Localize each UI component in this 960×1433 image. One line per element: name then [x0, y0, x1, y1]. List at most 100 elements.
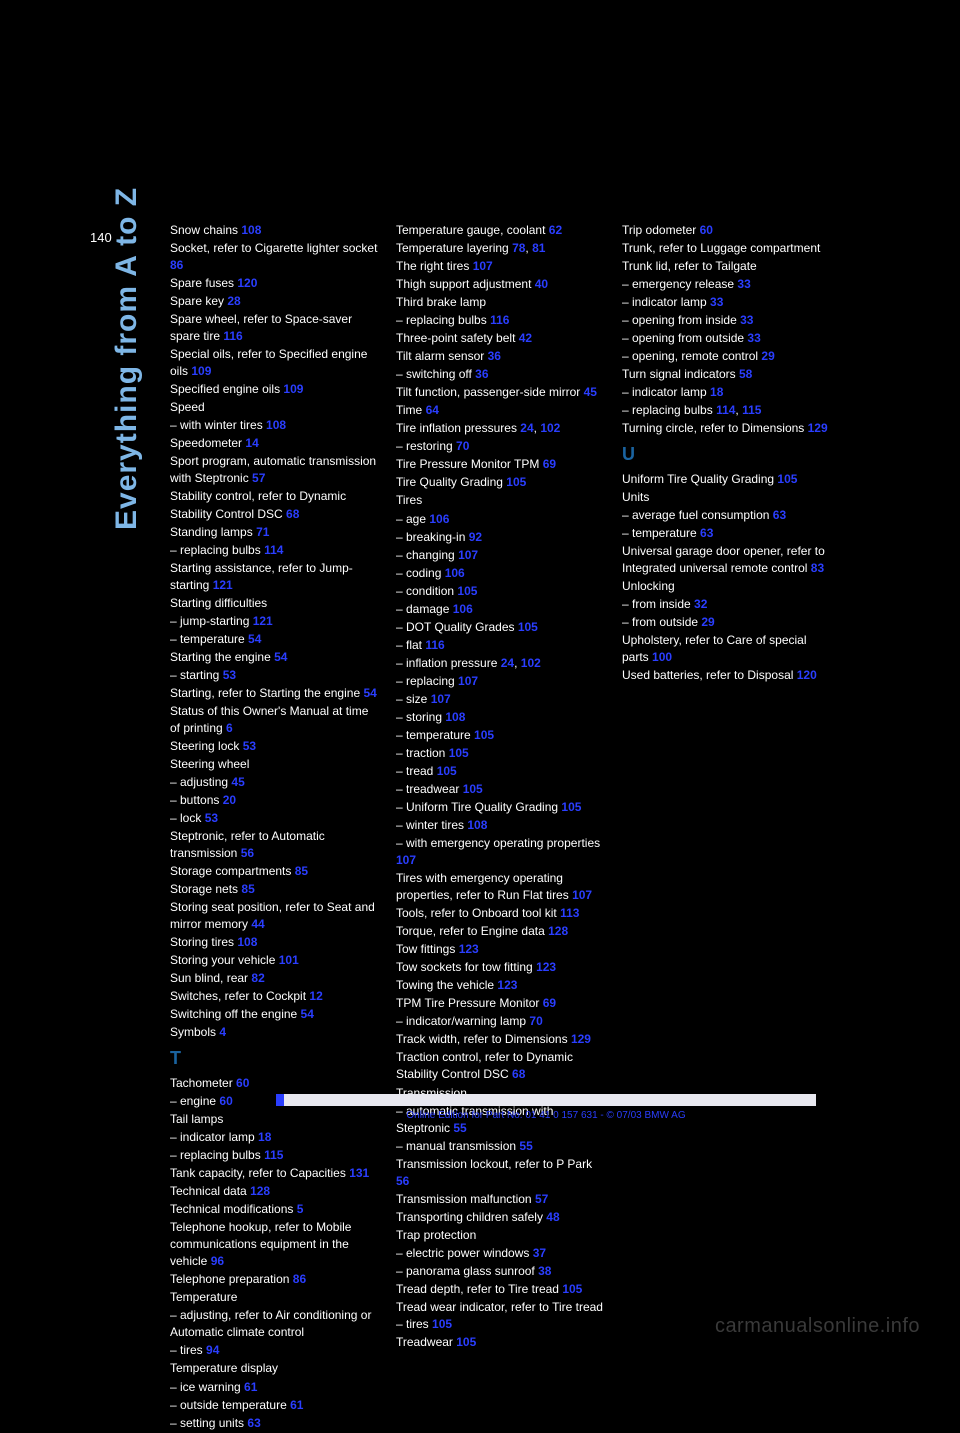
- page-ref-link[interactable]: 108: [467, 818, 487, 832]
- page-ref-link[interactable]: 113: [560, 906, 579, 920]
- page-ref-link[interactable]: 105: [518, 620, 538, 634]
- page-ref-link[interactable]: 54: [301, 1007, 314, 1021]
- page-ref-link[interactable]: 18: [710, 385, 723, 399]
- page-ref-link[interactable]: 106: [429, 512, 449, 526]
- page-ref-link[interactable]: 115: [742, 403, 761, 417]
- page-ref-link[interactable]: 36: [475, 367, 488, 381]
- page-ref-link[interactable]: 123: [459, 942, 479, 956]
- page-ref-link[interactable]: 105: [506, 475, 526, 489]
- page-ref-link[interactable]: 4: [219, 1025, 226, 1039]
- page-ref-link[interactable]: 129: [571, 1032, 591, 1046]
- page-ref-link[interactable]: 54: [248, 632, 261, 646]
- page-ref-link[interactable]: 69: [543, 996, 556, 1010]
- page-ref-link[interactable]: 107: [431, 692, 451, 706]
- page-ref-link[interactable]: 36: [488, 349, 501, 363]
- page-ref-link[interactable]: 29: [701, 615, 714, 629]
- page-ref-link[interactable]: 68: [512, 1067, 525, 1081]
- page-ref-link[interactable]: 71: [256, 525, 269, 539]
- page-ref-link[interactable]: 107: [458, 674, 478, 688]
- page-ref-link[interactable]: 44: [251, 917, 264, 931]
- page-ref-link[interactable]: 60: [219, 1094, 232, 1108]
- page-ref-link[interactable]: 108: [237, 935, 257, 949]
- page-ref-link[interactable]: 54: [363, 686, 376, 700]
- page-ref-link[interactable]: 86: [293, 1272, 306, 1286]
- page-ref-link[interactable]: 60: [236, 1076, 249, 1090]
- page-ref-link[interactable]: 105: [561, 800, 581, 814]
- page-ref-link[interactable]: 70: [529, 1014, 542, 1028]
- page-ref-link[interactable]: 53: [243, 739, 256, 753]
- page-ref-link[interactable]: 56: [241, 846, 254, 860]
- page-ref-link[interactable]: 55: [453, 1121, 466, 1135]
- page-ref-link[interactable]: 102: [540, 421, 560, 435]
- page-ref-link[interactable]: 55: [519, 1139, 532, 1153]
- page-ref-link[interactable]: 120: [237, 276, 257, 290]
- page-ref-link[interactable]: 32: [694, 597, 707, 611]
- page-ref-link[interactable]: 68: [286, 507, 299, 521]
- page-ref-link[interactable]: 128: [548, 924, 568, 938]
- page-ref-link[interactable]: 85: [241, 882, 254, 896]
- page-ref-link[interactable]: 33: [740, 313, 753, 327]
- page-ref-link[interactable]: 33: [710, 295, 723, 309]
- page-ref-link[interactable]: 61: [290, 1398, 303, 1412]
- page-ref-link[interactable]: 24: [520, 421, 533, 435]
- page-ref-link[interactable]: 116: [490, 313, 509, 327]
- page-ref-link[interactable]: 108: [266, 418, 286, 432]
- page-ref-link[interactable]: 105: [457, 584, 477, 598]
- page-ref-link[interactable]: 109: [283, 382, 303, 396]
- page-ref-link[interactable]: 123: [536, 960, 556, 974]
- page-ref-link[interactable]: 114: [716, 403, 735, 417]
- page-ref-link[interactable]: 60: [700, 223, 713, 237]
- page-ref-link[interactable]: 20: [223, 793, 236, 807]
- page-ref-link[interactable]: 83: [811, 561, 824, 575]
- page-ref-link[interactable]: 37: [533, 1246, 546, 1260]
- page-ref-link[interactable]: 131: [349, 1166, 369, 1180]
- page-ref-link[interactable]: 53: [205, 811, 218, 825]
- page-ref-link[interactable]: 116: [223, 329, 242, 343]
- page-ref-link[interactable]: 106: [453, 602, 473, 616]
- page-ref-link[interactable]: 53: [223, 668, 236, 682]
- page-ref-link[interactable]: 45: [231, 775, 244, 789]
- page-ref-link[interactable]: 105: [437, 764, 457, 778]
- page-ref-link[interactable]: 105: [474, 728, 494, 742]
- page-ref-link[interactable]: 102: [521, 656, 541, 670]
- page-ref-link[interactable]: 100: [652, 650, 672, 664]
- page-ref-link[interactable]: 106: [445, 566, 465, 580]
- page-ref-link[interactable]: 40: [535, 277, 548, 291]
- page-ref-link[interactable]: 57: [252, 471, 265, 485]
- page-ref-link[interactable]: 96: [211, 1254, 224, 1268]
- page-ref-link[interactable]: 63: [700, 526, 713, 540]
- page-ref-link[interactable]: 121: [253, 614, 273, 628]
- page-ref-link[interactable]: 29: [761, 349, 774, 363]
- page-ref-link[interactable]: 28: [227, 294, 240, 308]
- page-ref-link[interactable]: 45: [584, 385, 597, 399]
- page-ref-link[interactable]: 33: [737, 277, 750, 291]
- page-ref-link[interactable]: 94: [206, 1343, 219, 1357]
- page-ref-link[interactable]: 116: [425, 638, 444, 652]
- page-ref-link[interactable]: 109: [191, 364, 211, 378]
- page-ref-link[interactable]: 105: [777, 472, 797, 486]
- page-ref-link[interactable]: 107: [458, 548, 478, 562]
- page-ref-link[interactable]: 105: [463, 782, 483, 796]
- page-ref-link[interactable]: 58: [739, 367, 752, 381]
- page-ref-link[interactable]: 33: [747, 331, 760, 345]
- page-ref-link[interactable]: 82: [251, 971, 264, 985]
- page-ref-link[interactable]: 123: [497, 978, 517, 992]
- page-ref-link[interactable]: 18: [258, 1130, 271, 1144]
- page-ref-link[interactable]: 105: [562, 1282, 582, 1296]
- page-ref-link[interactable]: 86: [170, 258, 183, 272]
- page-ref-link[interactable]: 114: [264, 543, 283, 557]
- page-ref-link[interactable]: 115: [264, 1148, 283, 1162]
- page-ref-link[interactable]: 107: [396, 853, 416, 867]
- page-ref-link[interactable]: 6: [226, 721, 233, 735]
- page-ref-link[interactable]: 64: [426, 403, 439, 417]
- page-ref-link[interactable]: 121: [213, 578, 233, 592]
- page-ref-link[interactable]: 81: [532, 241, 545, 255]
- page-ref-link[interactable]: 12: [309, 989, 322, 1003]
- page-ref-link[interactable]: 56: [396, 1174, 409, 1188]
- page-ref-link[interactable]: 128: [250, 1184, 270, 1198]
- page-ref-link[interactable]: 108: [241, 223, 261, 237]
- page-ref-link[interactable]: 48: [546, 1210, 559, 1224]
- page-ref-link[interactable]: 70: [456, 439, 469, 453]
- page-ref-link[interactable]: 92: [469, 530, 482, 544]
- page-ref-link[interactable]: 107: [473, 259, 493, 273]
